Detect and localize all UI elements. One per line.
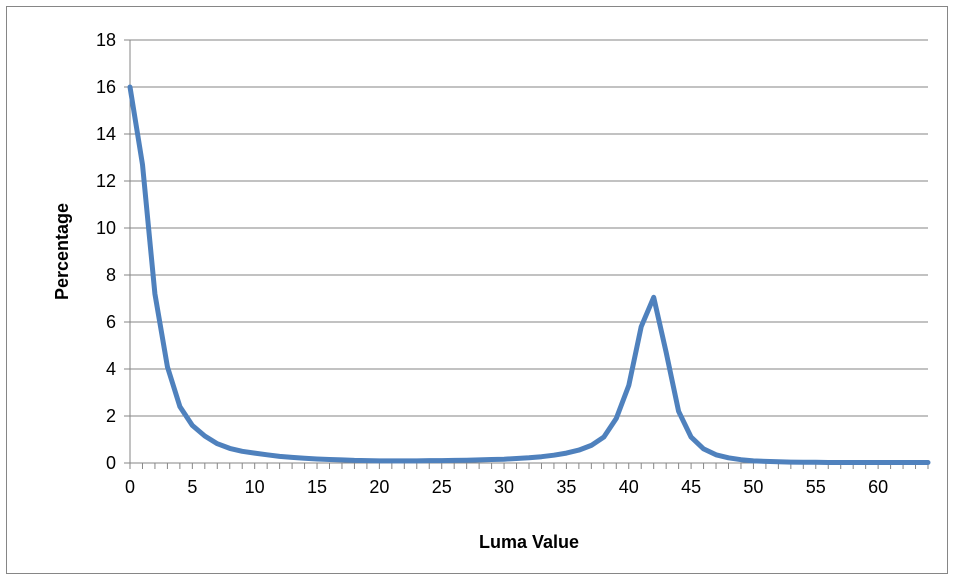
y-axis-title: Percentage	[52, 203, 72, 300]
gridlines	[130, 39, 928, 417]
y-tick-label: 2	[106, 406, 116, 426]
axes	[124, 39, 929, 469]
y-tick-label: 16	[96, 77, 116, 97]
x-tick-label: 10	[245, 477, 265, 497]
y-tick-label: 4	[106, 359, 116, 379]
x-tick-label: 5	[187, 477, 197, 497]
x-tick-label: 45	[681, 477, 701, 497]
x-axis-title: Luma Value	[479, 532, 579, 552]
y-tick-label: 8	[106, 265, 116, 285]
x-tick-label: 20	[369, 477, 389, 497]
x-tick-label: 0	[125, 477, 135, 497]
x-tick-label: 60	[868, 477, 888, 497]
y-tick-label: 10	[96, 218, 116, 238]
series-line	[127, 84, 931, 465]
y-tick-label: 0	[106, 453, 116, 473]
y-tick-label: 14	[96, 124, 116, 144]
chart-frame	[6, 6, 948, 574]
x-tick-label: 40	[619, 477, 639, 497]
y-tick-labels: 0 2 4 6 8 10 12 14 16 18	[96, 30, 116, 473]
x-tick-label: 30	[494, 477, 514, 497]
x-tick-label: 55	[806, 477, 826, 497]
x-tick-label: 15	[307, 477, 327, 497]
x-tick-label: 35	[556, 477, 576, 497]
x-tick-label: 50	[743, 477, 763, 497]
series-group	[127, 84, 931, 465]
y-tick-label: 6	[106, 312, 116, 332]
x-tick-label: 25	[432, 477, 452, 497]
x-tick-labels: 0 5 10 15 20 25 30 35 40 45 50 55 60	[125, 477, 888, 497]
y-tick-label: 18	[96, 30, 116, 50]
y-tick-label: 12	[96, 171, 116, 191]
